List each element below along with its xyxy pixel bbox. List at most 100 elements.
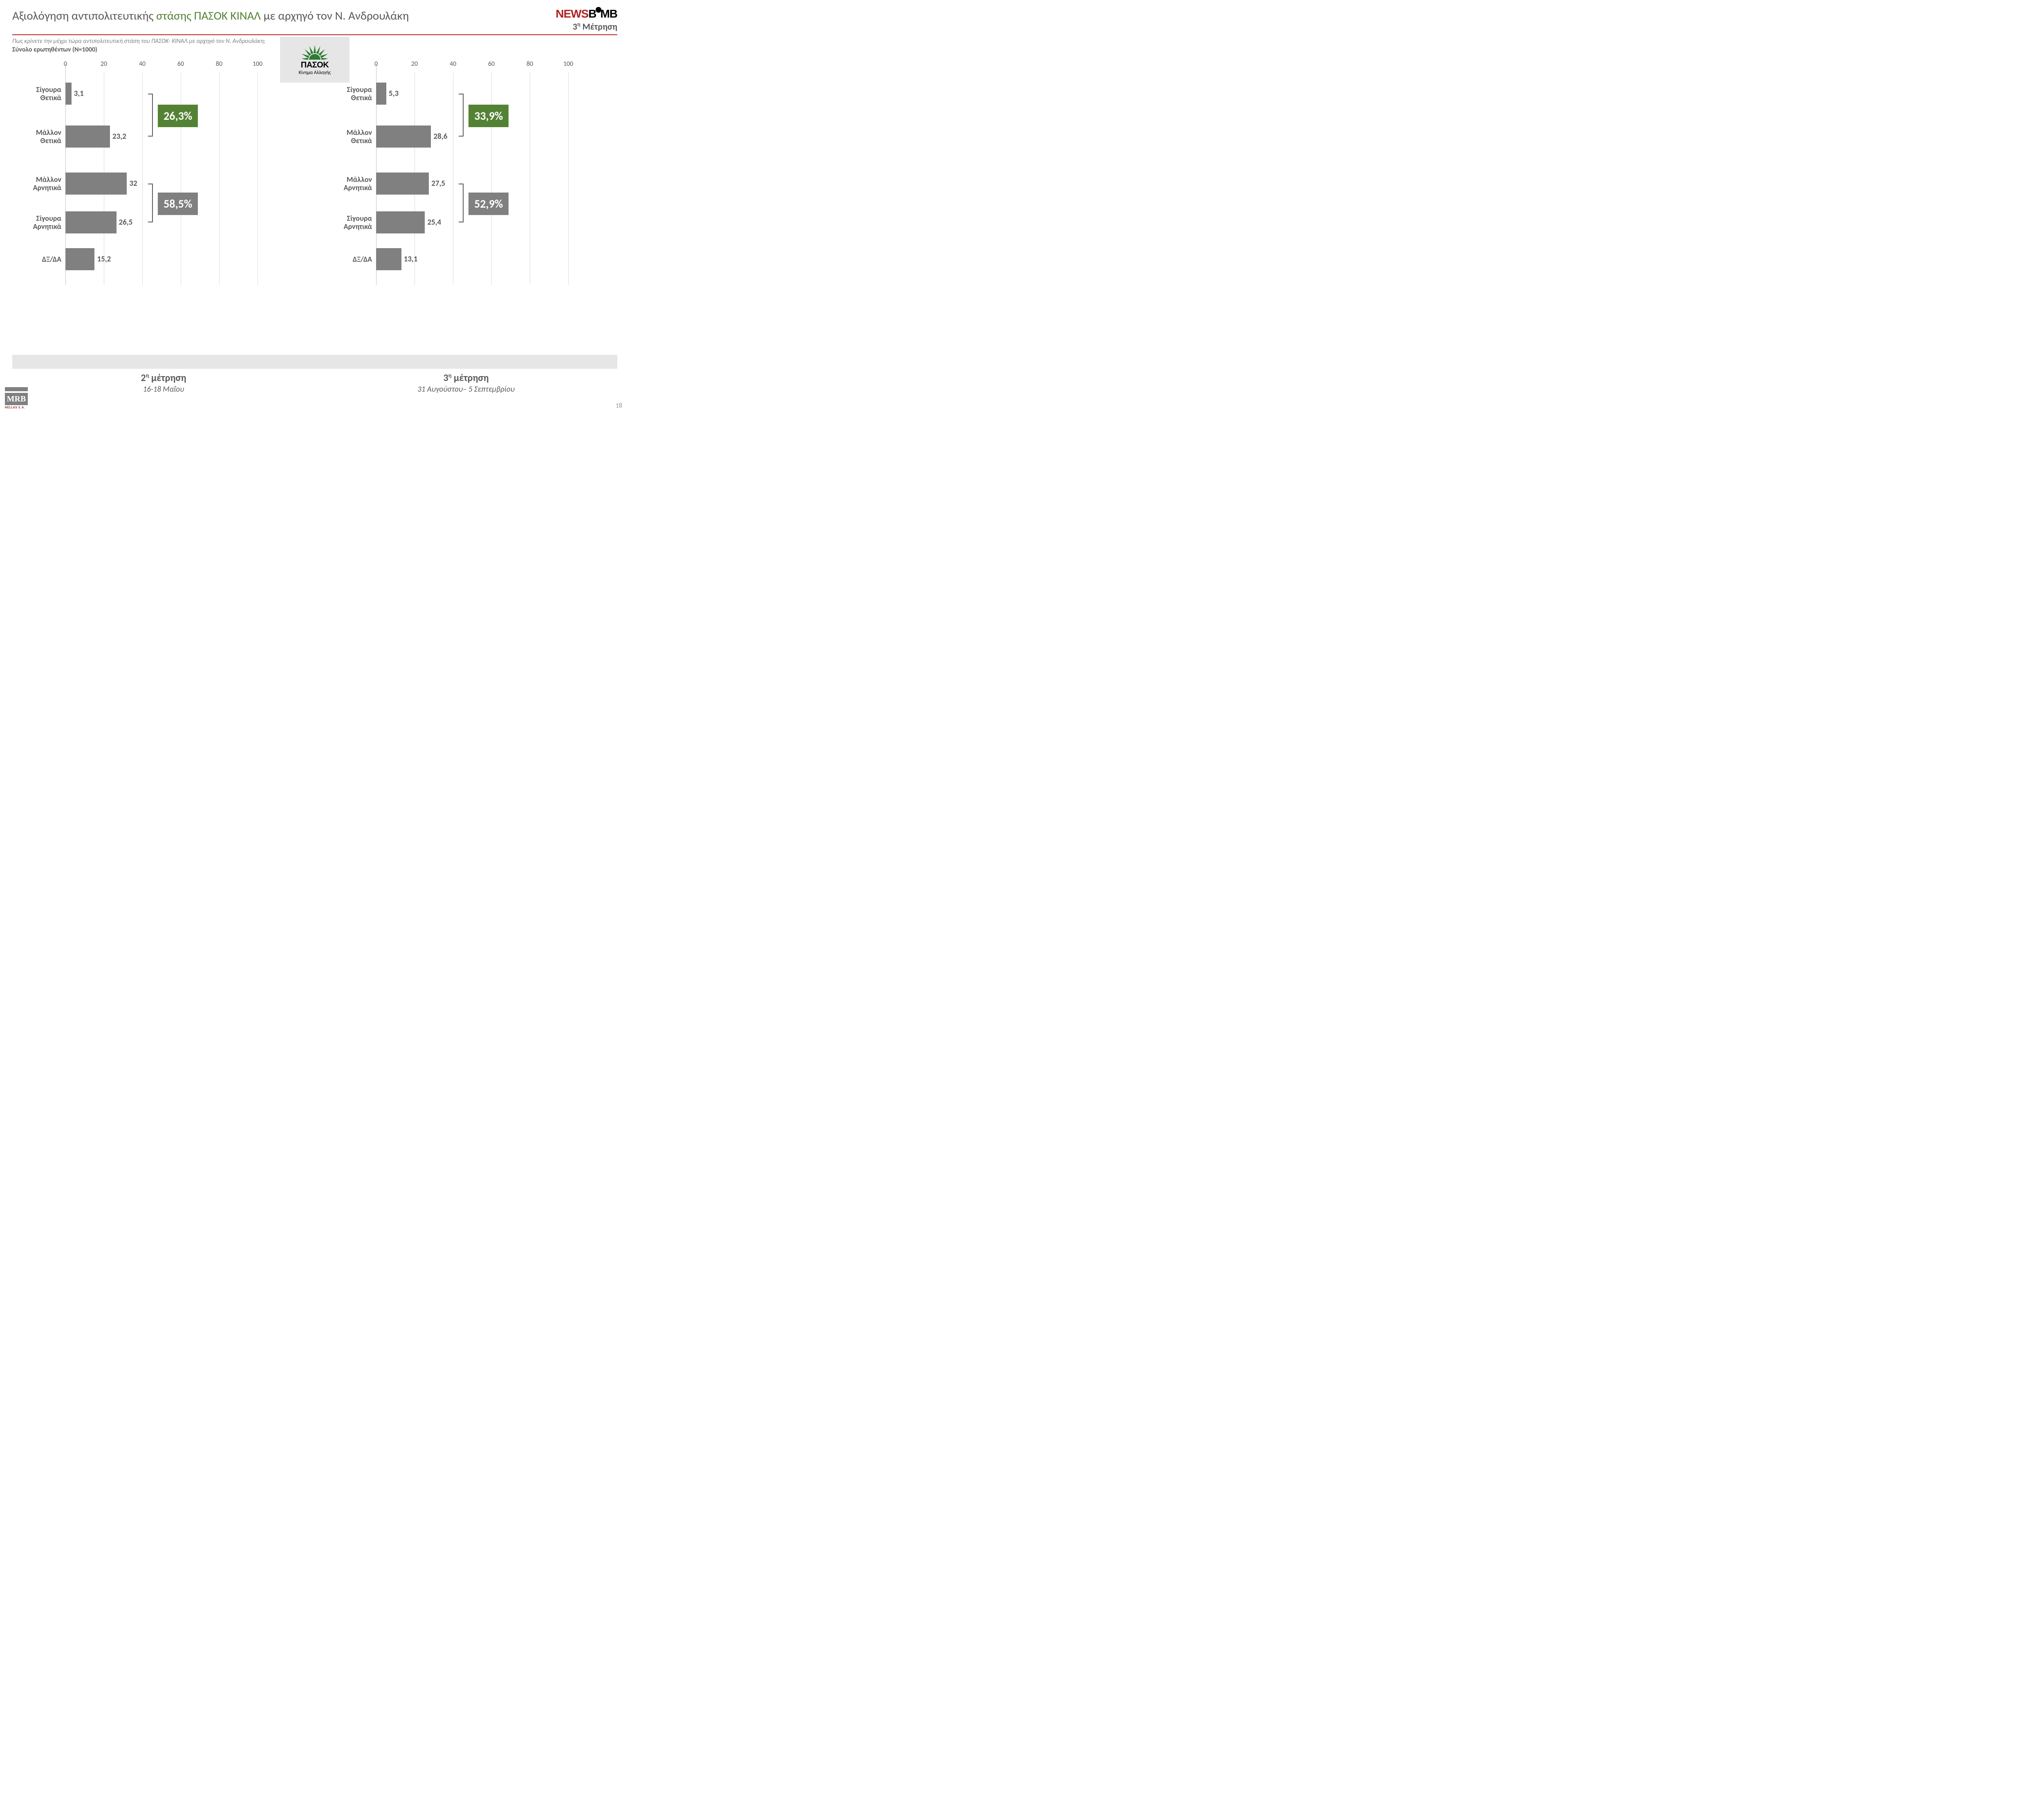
bar-row: ΔΞ/ΔΑ13,1 (376, 248, 617, 270)
fr-num: 3 (443, 372, 448, 384)
bar: 13,1 (376, 248, 401, 270)
mrb-sub: HELLAS S.A. (5, 406, 28, 410)
bar-row: ΜάλλονΘετικά28,6 (376, 126, 617, 148)
bar-row: ΜάλλονΘετικά23,2 (65, 126, 307, 148)
bar-row: ΣίγουραΘετικά5,3 (376, 83, 617, 105)
footer-band (12, 355, 617, 369)
chart-right-col: 020406080100ΣίγουραΘετικά5,3ΜάλλονΘετικά… (323, 56, 617, 285)
bar-category-label: ΜάλλονΑρνητικά (325, 175, 376, 192)
bar-value-label: 28,6 (431, 132, 447, 141)
bar-value-label: 13,1 (401, 255, 418, 264)
footer-right-date: 31 Αυγούστου– 5 Σεπτεμβρίου (315, 385, 617, 394)
bracket (459, 94, 464, 137)
footer-right-title: 3η μέτρηση (315, 372, 617, 384)
bar-row: ΜάλλονΑρνητικά27,5 (376, 173, 617, 195)
axis-tick-label: 80 (527, 60, 533, 68)
axis-tick-label: 20 (411, 60, 418, 68)
title-accent: στάσης ΠΑΣΟΚ ΚΙΝΑΛ (156, 8, 263, 23)
axis-tick-label: 80 (216, 60, 222, 68)
newsbomb-logo: NEWSB MB (556, 8, 617, 20)
bar: 25,4 (376, 211, 425, 233)
axis-tick-label: 60 (177, 60, 184, 68)
bar-value-label: 26,5 (117, 218, 133, 227)
bar-category-label: ΔΞ/ΔΑ (14, 255, 65, 264)
measurement-label: 3η Μέτρηση (556, 20, 617, 32)
title-prefix: Αξιολόγηση αντιπολιτευτικής (12, 8, 156, 23)
axis-tick-label: 40 (139, 60, 146, 68)
slide: Αξιολόγηση αντιπολιτευτικής στάσης ΠΑΣΟΚ… (0, 0, 630, 414)
bar-value-label: 3,1 (72, 89, 84, 99)
axis-tick-label: 100 (253, 60, 262, 68)
axis-tick-label: 0 (64, 60, 67, 68)
mrb-bar (5, 387, 28, 391)
bar: 27,5 (376, 173, 429, 195)
chart-left-col: 020406080100ΣίγουραΘετικά3,1ΜάλλονΘετικά… (12, 56, 307, 285)
pasok-sub: Κίνημα Αλλαγής (299, 70, 331, 76)
bar-value-label: 32 (127, 179, 137, 188)
pasok-text: ΠΑΣΟΚ (301, 61, 329, 70)
footer-labels: 2η μέτρηση 16-18 Μαΐου 3η μέτρηση 31 Αυγ… (12, 372, 617, 394)
chart-left: 0 20 40 60 80 100 ΣίγουραΘετικά3,1 ΜάλλονΘετικά… (65, 56, 307, 285)
bar-category-label: ΣίγουραΘετικά (14, 85, 65, 102)
axis-tick-label: 20 (101, 60, 107, 68)
axis-tick-label: 0 (374, 60, 378, 68)
bar-value-label: 27,5 (429, 179, 445, 188)
bracket (148, 184, 153, 222)
bar: 28,6 (376, 126, 431, 148)
bar-category-label: ΔΞ/ΔΑ (325, 255, 376, 264)
bar-row: ΔΞ/ΔΑ15,2 (65, 248, 307, 270)
bar: 15,2 (65, 248, 94, 270)
title-suffix: με αρχηγό τον Ν. Ανδρουλάκη (264, 8, 409, 23)
bar-category-label: ΣίγουραΑρνητικά (14, 214, 65, 231)
bar-category-label: ΣίγουραΘετικά (325, 85, 376, 102)
newsbomb-red: NEWS (556, 7, 588, 20)
footer-right: 3η μέτρηση 31 Αυγούστου– 5 Σεπτεμβρίου (315, 372, 617, 394)
meas-word: Μέτρηση (580, 21, 617, 32)
fr-word: μέτρηση (451, 372, 489, 384)
aggregate-box: 52,9% (468, 193, 509, 215)
newsbomb-b: B (588, 7, 596, 20)
axis-tick-label: 60 (488, 60, 495, 68)
footer-left: 2η μέτρηση 16-18 Μαΐου (12, 372, 315, 394)
axis-tick-label: 100 (563, 60, 573, 68)
pasok-badge: ΠΑΣΟΚ Κίνημα Αλλαγής (280, 37, 350, 83)
page-title: Αξιολόγηση αντιπολιτευτικής στάσης ΠΑΣΟΚ… (12, 8, 556, 23)
bar: 3,1 (65, 83, 72, 105)
page-number: 18 (616, 402, 622, 410)
bar-category-label: ΜάλλονΘετικά (14, 128, 65, 145)
bracket (459, 184, 464, 222)
aggregate-box: 26,3% (158, 105, 198, 127)
aggregate-box: 58,5% (158, 193, 198, 215)
mrb-box: MRB (5, 393, 28, 405)
meas-sup: η (577, 20, 580, 28)
bar-value-label: 25,4 (425, 218, 441, 227)
bar-value-label: 23,2 (110, 132, 126, 141)
charts-row: 020406080100ΣίγουραΘετικά3,1ΜάλλονΘετικά… (12, 56, 617, 285)
bar-category-label: ΜάλλονΘετικά (325, 128, 376, 145)
bar-value-label: 15,2 (94, 255, 111, 264)
bar: 26,5 (65, 211, 117, 233)
bar: 5,3 (376, 83, 386, 105)
bar-category-label: ΜάλλονΑρνητικά (14, 175, 65, 192)
aggregate-box: 33,9% (468, 105, 509, 127)
newsbomb-mb: MB (600, 7, 617, 20)
bar-category-label: ΣίγουραΑρνητικά (325, 214, 376, 231)
bar-row: ΣίγουραΘετικά3,1 (65, 83, 307, 105)
bracket (148, 94, 153, 137)
bar: 32 (65, 173, 127, 195)
bar-row: ΜάλλονΑρνητικά32 (65, 173, 307, 195)
logo-stack: NEWSB MB 3η Μέτρηση (556, 8, 617, 32)
footer-left-title: 2η μέτρηση (12, 372, 315, 384)
pasok-sun-icon (302, 44, 327, 60)
mrb-logo: MRB HELLAS S.A. (5, 387, 28, 410)
footer-left-date: 16-18 Μαΐου (12, 385, 315, 394)
fl-num: 2 (141, 372, 146, 384)
chart-right: 0 20 40 60 80 100 ΣίγουραΘετικά5,3 ΜάλλονΘετικά… (376, 56, 617, 285)
title-block: Αξιολόγηση αντιπολιτευτικής στάσης ΠΑΣΟΚ… (12, 8, 556, 23)
meas-num: 3 (573, 21, 577, 32)
bar-value-label: 5,3 (386, 89, 399, 99)
header: Αξιολόγηση αντιπολιτευτικής στάσης ΠΑΣΟΚ… (12, 8, 617, 35)
bar: 23,2 (65, 126, 110, 148)
axis-tick-label: 40 (450, 60, 456, 68)
fl-word: μέτρηση (149, 372, 186, 384)
